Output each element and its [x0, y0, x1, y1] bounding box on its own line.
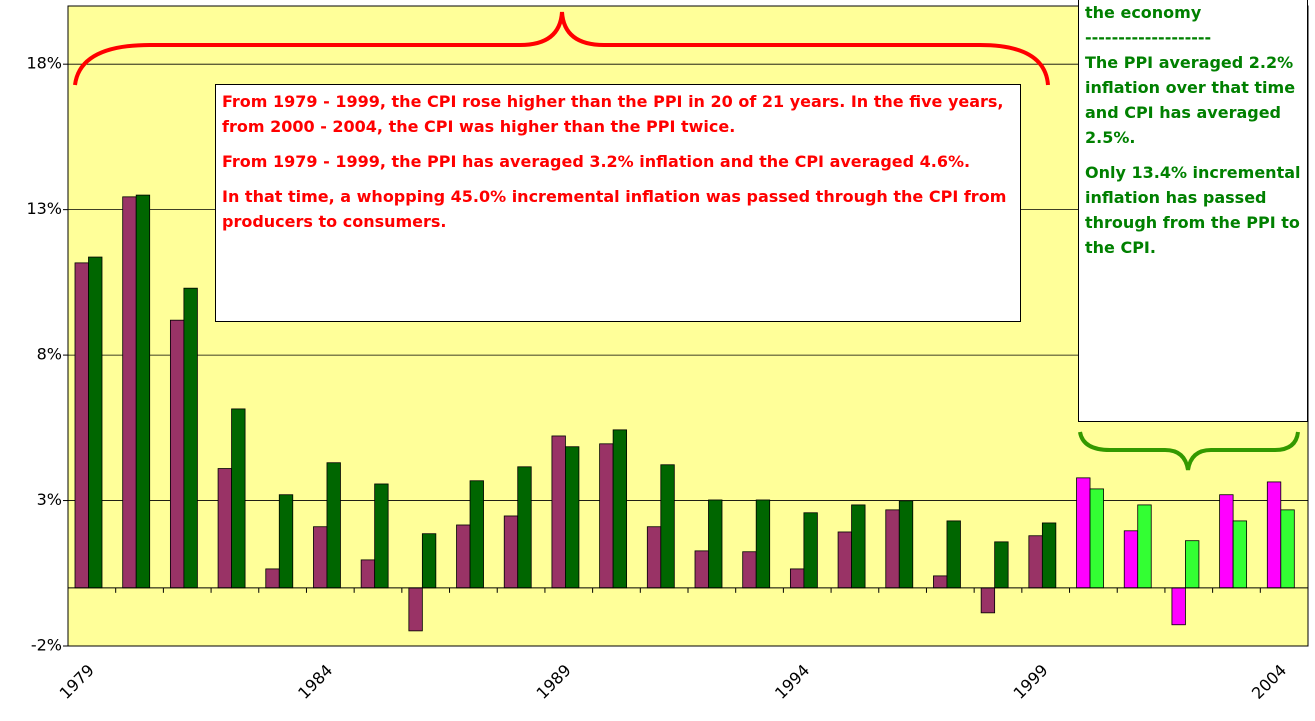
annotation-box: From 1979 - 1999, the CPI rose higher th… — [215, 84, 1021, 322]
annotation-text: Only 13.4% incremental inflation has pas… — [1085, 163, 1301, 257]
bar — [265, 568, 280, 589]
bar — [694, 550, 709, 589]
y-tick-label: 13% — [26, 199, 62, 218]
bar — [742, 551, 757, 589]
bar — [183, 287, 198, 589]
bar — [517, 466, 532, 589]
bar — [456, 524, 471, 589]
x-tick-label: 1984 — [294, 661, 336, 703]
bar — [565, 446, 580, 589]
bar — [503, 515, 519, 589]
bar — [122, 196, 137, 589]
bar — [374, 483, 389, 589]
bar — [1171, 587, 1186, 626]
bar — [469, 480, 484, 589]
bar — [1041, 522, 1057, 589]
brace — [73, 11, 1050, 86]
bar — [994, 541, 1009, 589]
annotation-text: The PPI averaged 2.2% inflation over tha… — [1085, 53, 1296, 147]
bar — [946, 520, 961, 589]
bar — [933, 575, 948, 589]
bar — [837, 531, 852, 589]
bar — [231, 408, 246, 589]
bar — [708, 499, 723, 589]
brace — [1078, 431, 1300, 471]
bar — [755, 499, 771, 589]
bar — [313, 526, 328, 589]
y-tick-label: 18% — [26, 54, 62, 73]
bar — [1076, 477, 1091, 589]
bar — [1123, 530, 1139, 589]
bar — [551, 435, 566, 589]
bar — [169, 319, 185, 589]
bar — [646, 526, 662, 589]
x-tick-label: 1979 — [56, 661, 98, 703]
annotation-box: the economy ------------------- The PPI av… — [1078, 0, 1308, 422]
annotation-text: ------------------- — [1085, 28, 1212, 47]
bar — [360, 559, 376, 589]
bar — [1185, 540, 1200, 589]
bar — [851, 504, 866, 589]
bar — [421, 533, 437, 589]
bar — [1089, 488, 1104, 589]
annotation-text: the economy — [1085, 3, 1202, 22]
bar — [1232, 520, 1248, 589]
bar — [885, 509, 900, 589]
x-tick-label: 2004 — [1248, 661, 1290, 703]
x-tick-label: 1999 — [1009, 661, 1051, 703]
bar — [135, 194, 151, 589]
bar — [88, 256, 103, 589]
bar — [1280, 509, 1295, 589]
bar — [74, 262, 89, 589]
bar — [1137, 504, 1152, 589]
bar — [803, 512, 818, 589]
bar — [898, 500, 914, 589]
bar — [278, 494, 294, 589]
bar — [326, 462, 341, 589]
annotation-text: From 1979 - 1999, the CPI rose higher th… — [222, 92, 1004, 136]
bar — [660, 464, 675, 589]
annotation-text: From 1979 - 1999, the PPI has averaged 3… — [222, 152, 971, 171]
bar — [980, 587, 996, 614]
annotation-text: In that time, a whopping 45.0% increment… — [222, 187, 1007, 231]
bar — [408, 587, 423, 632]
bar — [1028, 535, 1043, 589]
bar — [612, 429, 628, 589]
x-tick-label: 1989 — [533, 661, 575, 703]
y-tick-label: 8% — [37, 345, 62, 364]
bar — [599, 443, 614, 589]
bar — [1219, 494, 1234, 589]
bar — [1266, 481, 1282, 589]
bar — [217, 468, 232, 589]
y-tick-label: 3% — [37, 490, 62, 509]
y-tick-label: -2% — [31, 636, 62, 655]
x-tick-label: 1994 — [771, 661, 813, 703]
bar — [789, 568, 805, 589]
